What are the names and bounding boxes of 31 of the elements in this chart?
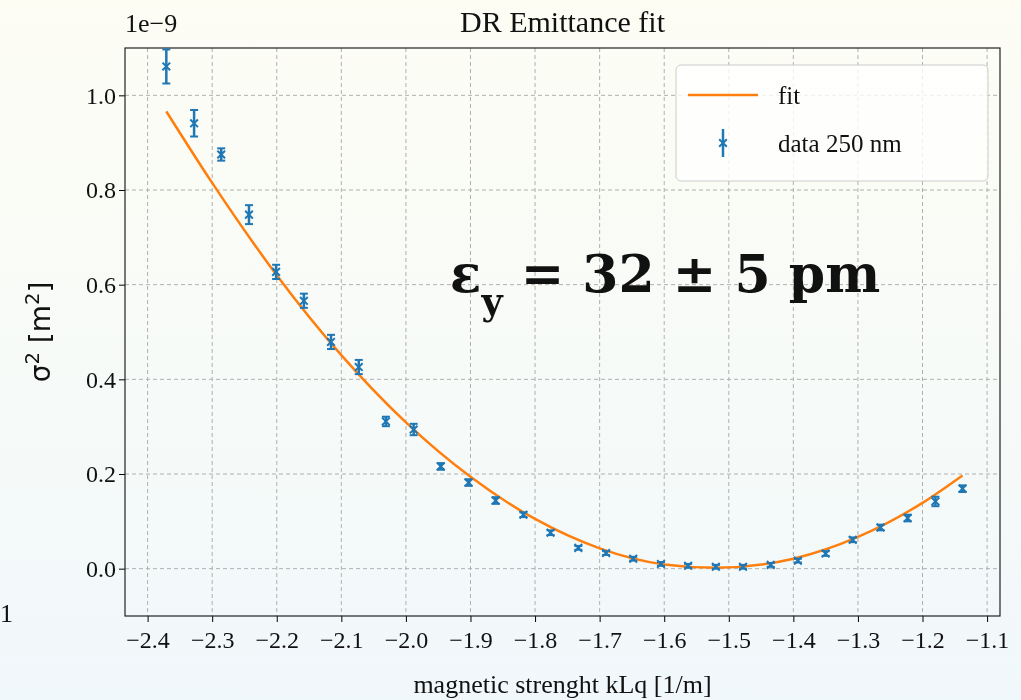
legend-label: fit [778,81,801,109]
annotation: ε$_{y}$ = 32 ± 5 pm [449,243,881,323]
x-tick-label: −1.3 [836,626,881,653]
point [189,118,199,129]
chart-title: DR Emittance fit [460,5,666,38]
text: 1e−9 [125,9,178,38]
point [353,362,364,372]
x-tick-label: −1.2 [901,626,945,653]
text: 1 [0,599,13,628]
x-tick-label: −2.2 [255,626,300,653]
x-tick-label: −1.9 [449,626,493,653]
y-tick-label: 0.4 [86,366,116,393]
x-tick-label: −1.6 [642,626,687,653]
x-tick-label: −2.0 [384,626,429,653]
y-tick-label: 0.0 [86,555,116,582]
x-tick-label: −2.4 [126,626,170,653]
y-tick-label: 0.6 [86,271,116,298]
x-axis-title: magnetic strenght kLq [1/m] [413,670,712,699]
x-tick-label: −1.7 [578,626,622,653]
x-tick-label: −1.5 [707,626,752,653]
point [244,209,254,220]
x-tick-label: −1.4 [772,626,816,653]
y-tick-label: 1.0 [86,82,116,109]
x-tick-label: −2.1 [320,626,364,653]
y-tick-label: 0.2 [86,461,116,488]
y-tick-label: 0.8 [86,177,116,204]
x-tick-label: −2.3 [190,626,235,653]
x-tick-label: −1.8 [513,626,558,653]
legend-label: data 250 nm [778,129,903,157]
x-tick-label: −1.1 [965,626,1010,653]
point [161,61,172,72]
